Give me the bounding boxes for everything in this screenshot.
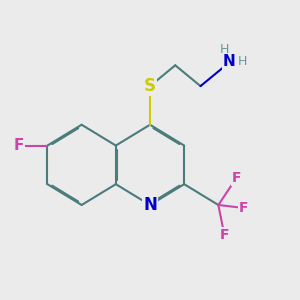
Text: H: H <box>220 43 229 56</box>
Text: F: F <box>14 138 24 153</box>
Text: F: F <box>220 228 229 242</box>
Text: N: N <box>143 196 157 214</box>
Text: N: N <box>222 54 235 69</box>
Text: S: S <box>144 77 156 95</box>
Text: F: F <box>231 171 241 185</box>
Text: F: F <box>239 201 248 215</box>
Text: H: H <box>238 55 247 68</box>
